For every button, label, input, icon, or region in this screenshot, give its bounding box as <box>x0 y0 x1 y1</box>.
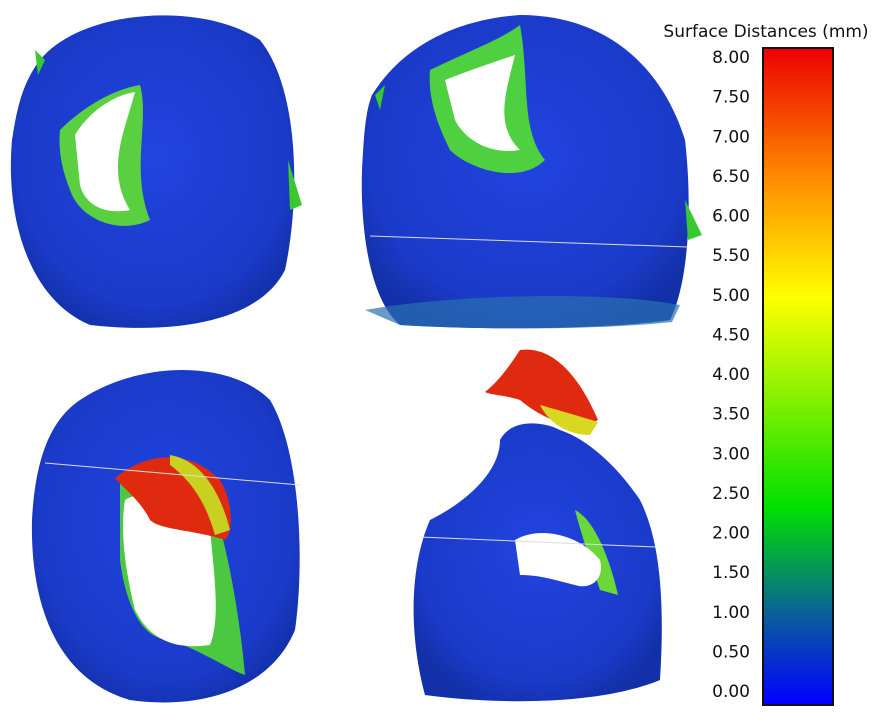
colorbar-tick-label: 5.00 <box>712 286 750 306</box>
colorbar <box>763 48 833 705</box>
render-top-left <box>11 15 302 328</box>
colorbar-tick-label: 4.50 <box>712 325 750 345</box>
colorbar-tick-label: 6.50 <box>712 167 750 187</box>
colorbar-ticks: 0.00 0.50 1.00 1.50 2.00 2.50 3.00 3.50 4.00 4.50… <box>712 48 750 702</box>
colorbar-tick-label: 6.00 <box>712 207 750 227</box>
colorbar-tick-label: 3.50 <box>712 405 750 425</box>
colorbar-tick-label: 8.00 <box>712 48 750 68</box>
colorbar-tick-label: 7.00 <box>712 127 750 147</box>
colorbar-tick-label: 5.50 <box>712 246 750 266</box>
colorbar-title: Surface Distances (mm) <box>663 22 868 42</box>
render-bottom-left <box>32 370 300 702</box>
render-top-right <box>362 15 702 328</box>
colorbar-tick-label: 2.00 <box>712 524 750 544</box>
colorbar-tick-label: 0.50 <box>712 642 750 662</box>
colorbar-tick-label: 7.50 <box>712 88 750 108</box>
colorbar-tick-label: 1.00 <box>712 603 750 623</box>
colorbar-tick-label: 3.00 <box>712 444 750 464</box>
colorbar-tick-label: 1.50 <box>712 563 750 583</box>
colorbar-tick-label: 0.00 <box>712 682 750 702</box>
colorbar-tick-label: 2.50 <box>712 484 750 504</box>
figure: Surface Distances (mm) 0.00 0.50 1.00 1.50 2… <box>0 0 893 712</box>
render-bottom-right <box>414 350 662 702</box>
colorbar-tick-label: 4.00 <box>712 365 750 385</box>
